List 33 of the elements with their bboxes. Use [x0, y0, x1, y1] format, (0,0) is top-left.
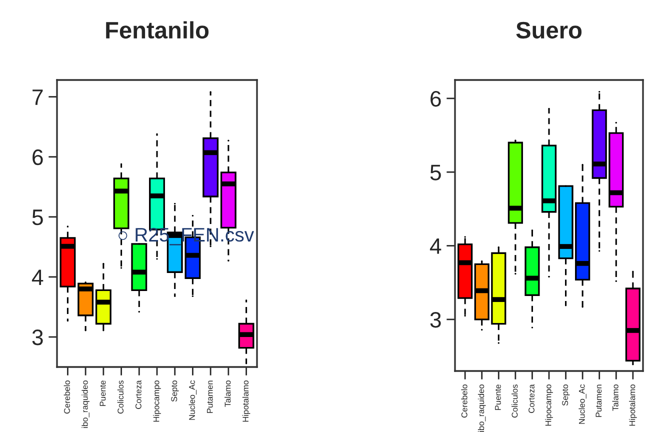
x-tick-label: Corteza: [135, 380, 142, 409]
x-tick-label: Putamen: [596, 384, 602, 417]
x-tick-label: Coliculos: [512, 384, 518, 418]
x-tick-label: Talamo: [224, 380, 231, 407]
x-tick-label: Nucleo_Ac: [188, 380, 197, 420]
y-tick-label: 7: [32, 90, 43, 105]
y-tick-label: 4: [32, 270, 44, 285]
y-tick-label: 6: [430, 90, 441, 107]
y-tick-label: 3: [32, 330, 43, 346]
x-tick-label: Septo: [562, 384, 570, 406]
x-tick-label: Septo: [171, 380, 179, 402]
y-tick-label: 6: [32, 149, 43, 166]
x-tick-label: Puente: [495, 384, 501, 410]
x-tick-label: Talamo: [612, 384, 618, 411]
x-tick-label: Hipocampo: [545, 384, 553, 426]
x-tick-label: Hipotalamo: [629, 384, 637, 426]
y-tick-label: 3: [430, 312, 441, 328]
x-tick-label: Cerebelo: [461, 384, 468, 418]
x-tick-label: ibo_raquideo: [82, 380, 90, 428]
x-tick-label: Nucleo_Ac: [578, 384, 586, 424]
x-tick-label: Hipocampo: [153, 380, 161, 422]
x-tick-label: Hipotalamo: [242, 380, 250, 422]
x-tick-label: Cerebelo: [64, 380, 70, 414]
x-tick-label: Corteza: [528, 384, 534, 413]
x-tick-label: Puente: [100, 380, 106, 406]
x-tick-label: Putamen: [206, 380, 213, 413]
x-tick-label: Coliculos: [117, 380, 124, 414]
chart-title: Suero: [516, 22, 582, 39]
y-tick-label: 5: [32, 210, 43, 226]
y-tick-label: 4: [430, 238, 442, 254]
x-tick-label: ibo_raquideo: [478, 384, 486, 432]
chart-title: Fentanilo: [106, 21, 209, 39]
y-tick-label: 5: [430, 164, 441, 180]
